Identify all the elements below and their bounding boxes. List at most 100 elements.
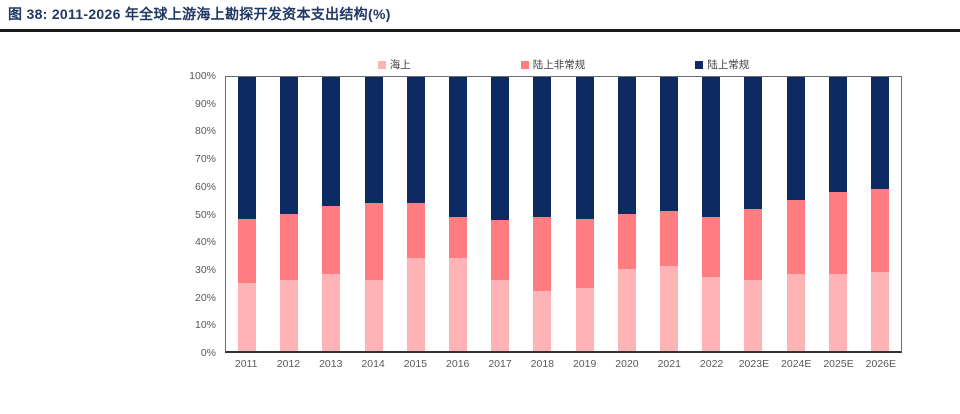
bar-slot [690,77,732,351]
legend-swatch-icon [520,60,529,69]
bar-segment [491,77,510,220]
bar-segment [238,282,257,351]
bar-segment [322,274,341,351]
x-tick-label: 2021 [657,358,681,370]
bar-segment [870,189,889,272]
stacked-bar [575,77,594,351]
bar-segment [491,219,510,280]
x-tick-label: 2015 [403,358,428,370]
legend-item: 陆上非常规 [520,57,585,72]
bar-segment [659,211,678,267]
bar-segment [575,287,594,351]
bar-segment [744,279,763,351]
bar-segment [533,290,552,351]
bar-segment [870,271,889,351]
bar-slot [353,77,395,351]
stacked-bar [702,77,721,351]
stacked-bar [280,77,299,351]
bar-slot [226,77,268,351]
y-tick-label: 50% [194,208,216,221]
bar-segment [449,77,468,217]
legend-label: 海上 [389,59,411,71]
x-tick-label: 2020 [615,358,639,370]
bar-segment [870,77,889,190]
legend-item: 海上 [377,57,411,72]
x-tick-label: 2023E [738,358,770,370]
chart-legend: 海上 陆上非常规 陆上常规 [225,57,902,72]
legend-item: 陆上常规 [695,57,749,72]
stacked-bar [238,77,257,351]
y-tick-label: 30% [194,263,216,276]
bar-slot [564,77,606,351]
bar-segment [702,77,721,217]
y-tick-label: 100% [189,70,216,82]
x-tick-label: 2014 [361,358,385,370]
bar-segment [786,77,805,201]
stacked-bar [449,77,468,351]
bar-segment [659,266,678,351]
bar-segment [449,216,468,258]
stacked-bar [533,77,552,351]
y-tick-label: 60% [194,180,216,193]
bar-segment [702,216,721,278]
x-axis: 2011 2012 2013 2014 2015 2016 2017 2018 2019 2020… [225,358,902,370]
stacked-bar [744,77,763,351]
bar-slot [648,77,690,351]
bar-segment [322,77,341,206]
legend-swatch-icon [695,60,704,69]
y-tick-label: 80% [194,125,216,138]
bar-slot [310,77,352,351]
stacked-bar [406,77,425,351]
stacked-bar [322,77,341,351]
y-axis: 0% 10% 20% 30% 40% 50% 60% 70% 80% 90% 100% [0,70,216,359]
bar-slot [479,77,521,351]
bar-slot [774,77,816,351]
stacked-bar-chart: 海上 陆上非常规 陆上常规 0% 10% 20% 30% 40% 50% 60% 70% 80% 90… [0,40,960,400]
y-tick-label: 10% [194,319,216,332]
stacked-bar [786,77,805,351]
bar-segment [659,77,678,212]
bar-segment [406,203,425,258]
y-tick-label: 0% [200,347,216,359]
x-tick-label: 2016 [446,358,470,370]
legend-label: 陆上常规 [707,59,750,71]
bar-slot [268,77,310,351]
x-tick-label: 2019 [572,358,597,370]
bar-segment [364,203,383,280]
bar-segment [828,77,847,193]
bar-slot [395,77,437,351]
bar-segment [364,77,383,204]
x-tick-label: 2025E [823,358,854,370]
bar-slot [437,77,479,351]
bar-segment [575,219,594,288]
bar-segment [744,77,763,209]
bar-slot [817,77,859,351]
stacked-bar [491,77,510,351]
bar-segment [617,268,636,351]
bar-segment [828,192,847,275]
x-tick-label: 2024E [781,358,812,370]
bar-slot [606,77,648,351]
bar-segment [786,200,805,275]
y-tick-label: 40% [194,236,216,249]
bar-segment [617,77,636,215]
bar-segment [702,277,721,351]
stacked-bar [870,77,889,351]
bar-segment [575,77,594,220]
stacked-bar [828,77,847,351]
bar-segment [238,219,257,283]
y-tick-label: 70% [194,153,216,166]
stacked-bar [659,77,678,351]
x-tick-label: 2026E [865,358,897,370]
bar-segment [280,214,299,280]
bar-segment [364,279,383,351]
bar-segment [322,205,341,275]
title-divider [0,29,960,32]
bar-slot [732,77,774,351]
figure-title: 图 38: 2011-2026 年全球上游海上勘探开发资本支出结构(%) [8,6,391,22]
bar-slot [859,77,901,351]
legend-swatch-icon [377,60,386,69]
x-tick-label: 2011 [234,358,258,370]
x-tick-label: 2017 [488,358,512,370]
